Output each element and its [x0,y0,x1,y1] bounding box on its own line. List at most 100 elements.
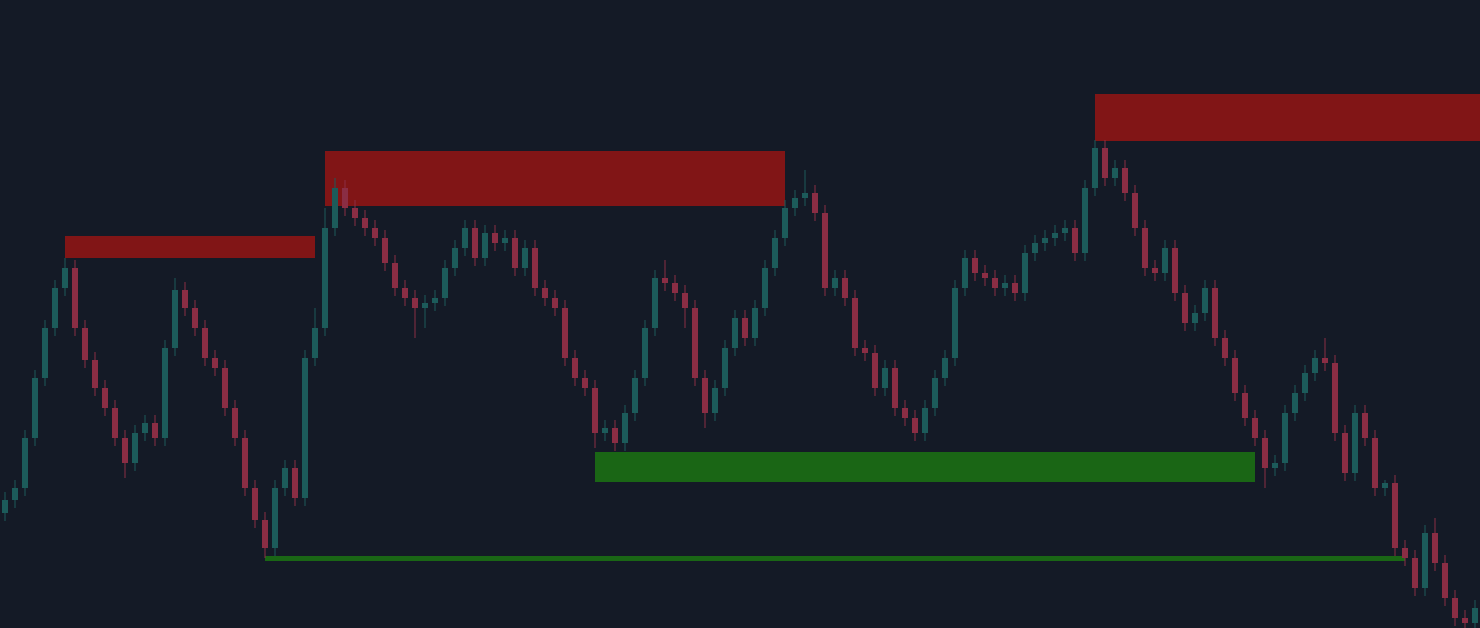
candle-body [1302,373,1308,393]
candle-body [1272,463,1278,468]
candle-body [462,228,468,248]
candle-body [262,520,268,548]
candle-body [992,278,998,288]
candle-body [1202,288,1208,313]
candle-body [242,438,248,488]
candle-body [832,278,838,288]
candle-body [1252,418,1258,438]
candle-body [902,408,908,418]
candle-body [482,233,488,258]
zone [325,151,785,206]
candle-body [442,268,448,298]
candle-body [152,423,158,438]
candle-body [1172,248,1178,293]
candle-body [1422,533,1428,588]
candle-body [82,328,88,360]
candle-body [512,238,518,268]
candle-body [1322,358,1328,363]
candle-body [1232,358,1238,393]
zone [595,452,1255,482]
candle-body [1162,248,1168,273]
candle-body [92,360,98,388]
candle-body [922,408,928,433]
candle-body [292,468,298,498]
candle-body [1212,288,1218,338]
candle-body [1192,313,1198,323]
candle-body [1032,243,1038,253]
candle-body [762,268,768,308]
candle-body [962,258,968,288]
candle-body [1182,293,1188,323]
candle-body [172,290,178,348]
candle-body [1142,228,1148,268]
candle-body [452,248,458,268]
candle-body [1022,253,1028,293]
candle-body [1002,283,1008,288]
candle-body [42,328,48,378]
candle-body [422,303,428,308]
candle-body [612,428,618,443]
candle-body [402,288,408,298]
candle-body [1122,168,1128,193]
candle-body [182,290,188,308]
candle-body [742,318,748,338]
candle-body [2,500,8,513]
candle-body [1412,558,1418,588]
candle-body [472,228,478,258]
candle-body [752,308,758,338]
candle-body [662,278,668,283]
candle-body [1062,228,1068,233]
candle-body [792,198,798,208]
candle-body [1012,283,1018,293]
zone [1095,94,1480,141]
candle-body [282,468,288,488]
candle-body [392,263,398,288]
candle-body [342,188,348,208]
candle-body [582,378,588,388]
candle-body [1392,483,1398,548]
candle-body [652,278,658,328]
candle-body [412,298,418,308]
candle-body [852,298,858,348]
candle-body [372,228,378,238]
candle-body [892,368,898,408]
candle-body [192,308,198,328]
candle-body [382,238,388,263]
candle-body [672,283,678,293]
candle-body [872,353,878,388]
candle-body [882,368,888,388]
candle-body [802,193,808,198]
candle-body [362,218,368,228]
candle-body [1112,168,1118,178]
candle-body [562,308,568,358]
candle-body [942,358,948,378]
candle-body [702,378,708,413]
candle-body [1342,433,1348,473]
candle-body [972,258,978,273]
candle-body [1312,358,1318,373]
candle-body [32,378,38,438]
candle-body [1442,563,1448,598]
candle-body [12,488,18,500]
candle-body [1072,228,1078,253]
candle-body [712,388,718,413]
candle-body [222,368,228,408]
candle-body [252,488,258,520]
candle-body [722,348,728,388]
candle-body [162,348,168,438]
candle-body [492,233,498,243]
candle-body [142,423,148,433]
candle-body [952,288,958,358]
candle-body [1292,393,1298,413]
candle-body [72,268,78,328]
candle-body [1472,608,1478,623]
candle-body [522,248,528,268]
candle-body [542,288,548,298]
candle-body [1262,438,1268,468]
candle-body [322,228,328,328]
candle-body [602,428,608,433]
candle-body [312,328,318,358]
candle-body [1382,483,1388,488]
